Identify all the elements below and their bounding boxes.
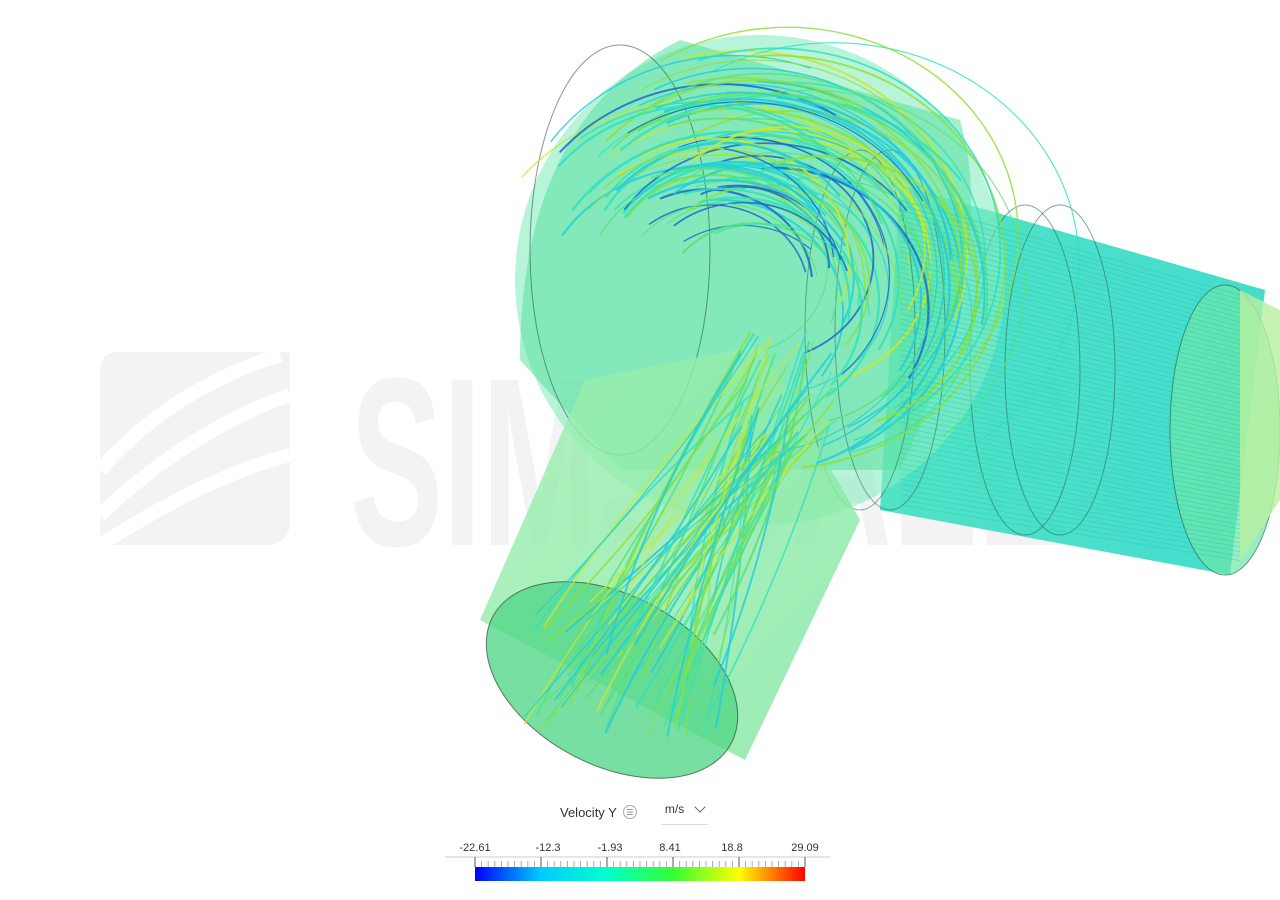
tick-label: -1.93 xyxy=(597,842,623,854)
tick-label: 18.8 xyxy=(721,842,743,854)
legend-quantity-label: Velocity Y xyxy=(560,804,617,820)
tick-label: 8.41 xyxy=(659,842,681,854)
tick-label: -12.3 xyxy=(535,842,561,854)
outlet-streamlines xyxy=(899,199,1241,561)
legend-colorbar xyxy=(475,867,805,881)
legend-scale-ticks xyxy=(445,856,830,867)
unit-label: m/s xyxy=(664,801,685,816)
chevron-down-icon xyxy=(694,800,706,813)
legend-tick-labels: -22.61 -12.3 -1.93 8.41 18.8 29.09 xyxy=(440,842,840,872)
unit-dropdown[interactable]: m/s xyxy=(660,800,709,825)
info-icon[interactable]: ☰ xyxy=(622,805,637,819)
tick-label: 29.09 xyxy=(791,842,819,854)
streamlines xyxy=(521,26,1080,737)
tick-label: -22.61 xyxy=(459,842,491,854)
legend-header: Velocity Y ☰ m/s xyxy=(560,800,730,825)
